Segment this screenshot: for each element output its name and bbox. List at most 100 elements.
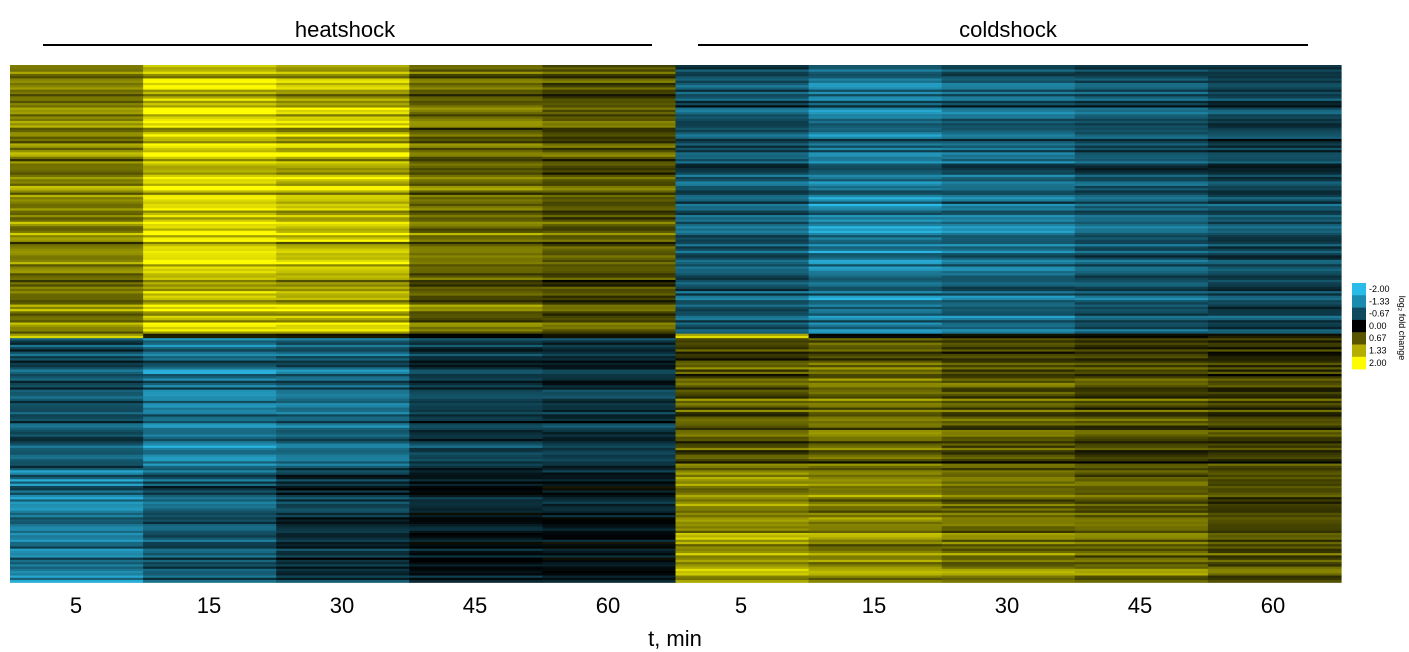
- heatmap-cell: [542, 183, 677, 187]
- heatmap-cell: [1074, 282, 1209, 286]
- heatmap-cell: [1074, 300, 1209, 303]
- heatmap-cell: [941, 564, 1076, 568]
- heatmap-cell: [1207, 535, 1342, 539]
- heatmap-cell: [941, 342, 1076, 346]
- heatmap-cell: [675, 510, 810, 514]
- heatmap-cell: [276, 333, 410, 337]
- heatmap-cell: [409, 154, 543, 158]
- heatmap-cell: [542, 127, 677, 131]
- heatmap-cell: [409, 463, 543, 467]
- heatmap-cell: [542, 580, 677, 583]
- heatmap-cell: [143, 183, 277, 187]
- heatmap-cell: [143, 174, 277, 178]
- heatmap-cell: [143, 438, 277, 442]
- heatmap-cell: [542, 297, 677, 301]
- heatmap-cell: [542, 389, 677, 393]
- heatmap-cell: [542, 365, 677, 368]
- heatmap-cell: [143, 268, 277, 272]
- heatmap-cell: [542, 367, 677, 371]
- heatmap-cell: [941, 311, 1076, 315]
- heatmap-cell: [1207, 510, 1342, 514]
- heatmap-cell: [276, 223, 410, 227]
- heatmap-cell: [276, 405, 410, 409]
- heatmap-cell: [276, 217, 410, 221]
- heatmap-cell: [1207, 365, 1342, 368]
- heatmap-cell: [675, 134, 810, 138]
- heatmap-cell: [10, 492, 144, 496]
- heatmap-cell: [10, 468, 144, 471]
- heatmap-cell: [808, 286, 943, 290]
- heatmap-cell: [10, 78, 144, 82]
- heatmap-cell: [542, 548, 677, 552]
- heatmap-cell: [808, 333, 943, 337]
- heatmap-cell: [808, 129, 943, 133]
- heatmap-cell: [808, 456, 943, 460]
- heatmap-cell: [1074, 441, 1209, 445]
- heatmap-cell: [409, 165, 543, 169]
- heatmap-cell: [542, 181, 677, 185]
- heatmap-cell: [10, 376, 144, 380]
- heatmap-cell: [1074, 580, 1209, 583]
- heatmap-cell: [1207, 100, 1342, 104]
- heatmap-cell: [10, 76, 144, 80]
- heatmap-cell: [409, 564, 543, 568]
- x-tick-label: 5: [70, 593, 82, 618]
- heatmap-cell: [143, 313, 277, 317]
- heatmap-cell: [10, 510, 144, 514]
- heatmap-cell: [143, 452, 277, 456]
- heatmap-cell: [675, 141, 810, 144]
- heatmap-cell: [143, 365, 277, 368]
- heatmap-cell: [409, 452, 543, 456]
- heatmap-cell: [675, 456, 810, 460]
- heatmap-cell: [808, 284, 943, 288]
- heatmap-cell: [941, 580, 1076, 583]
- heatmap-cell: [276, 571, 410, 574]
- heatmap-cell: [10, 477, 144, 480]
- heatmap-cell: [143, 188, 277, 191]
- heatmap-cell: [941, 367, 1076, 371]
- heatmap-cell: [542, 320, 677, 324]
- heatmap-cell: [675, 320, 810, 324]
- heatmap-cell: [808, 477, 943, 480]
- heatmap-cell: [675, 255, 810, 259]
- heatmap-cell: [675, 434, 810, 438]
- heatmap-cell: [1207, 403, 1342, 406]
- heatmap-cell: [542, 221, 677, 225]
- heatmap-cell: [276, 528, 410, 532]
- heatmap-cell: [1074, 141, 1209, 144]
- heatmap-cell: [675, 286, 810, 290]
- heatmap-cell: [808, 432, 943, 436]
- heatmap-cell: [542, 277, 677, 281]
- heatmap-cell: [808, 103, 943, 106]
- heatmap-cell: [542, 434, 677, 438]
- heatmap-cell: [409, 443, 543, 447]
- heatmap-cell: [1207, 436, 1342, 440]
- heatmap-cell: [1074, 170, 1209, 174]
- heatmap-cell: [1074, 190, 1209, 194]
- heatmap-cell: [808, 206, 943, 209]
- heatmap-cell: [276, 91, 410, 95]
- heatmap-cell: [1074, 179, 1209, 183]
- heatmap-cell: [808, 226, 943, 230]
- heatmap-cell: [1207, 427, 1342, 431]
- heatmap-cell: [276, 241, 410, 245]
- heatmap-cell: [409, 264, 543, 268]
- heatmap-cell: [143, 145, 277, 149]
- heatmap-cell: [1207, 347, 1342, 350]
- heatmap-cell: [542, 463, 677, 467]
- heatmap-cell: [143, 405, 277, 409]
- heatmap-cell: [1207, 329, 1342, 333]
- heatmap-cell: [542, 156, 677, 160]
- heatmap-cell: [10, 568, 144, 572]
- heatmap-cell: [276, 76, 410, 80]
- heatmap-cell: [10, 389, 144, 393]
- heatmap-cell: [542, 425, 677, 429]
- heatmap-cell: [276, 168, 410, 171]
- heatmap-cell: [941, 465, 1076, 469]
- heatmap-cell: [1074, 129, 1209, 133]
- heatmap-cell: [542, 562, 677, 565]
- heatmap-cell: [941, 434, 1076, 438]
- heatmap-cell: [542, 309, 677, 312]
- heatmap-cell: [276, 391, 410, 395]
- heatmap-cell: [409, 244, 543, 247]
